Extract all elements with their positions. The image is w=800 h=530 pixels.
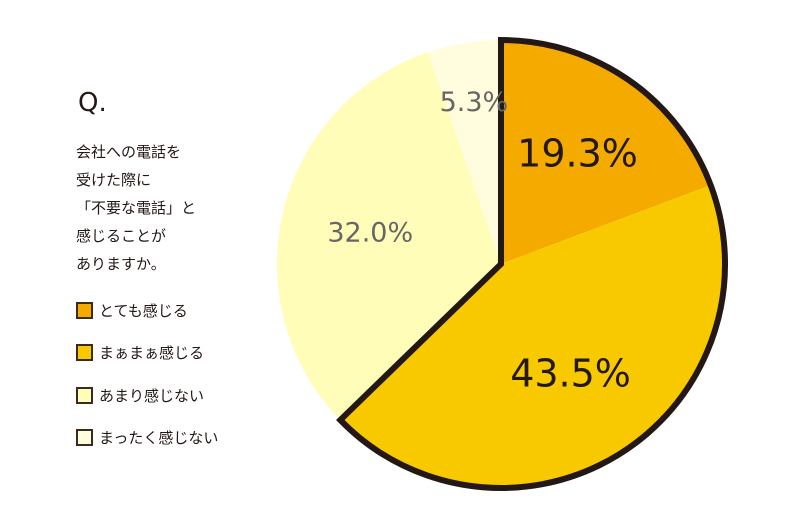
legend-item: まったく感じない [76,428,218,448]
legend-swatch [76,301,93,319]
legend-label: まったく感じない [99,429,219,447]
question-text: 会社への電話を 受けた際に 「不要な電話」と 感じることが ありますか。 [76,138,196,278]
pie-slice [501,40,711,264]
data-label: 32.0% [327,217,413,248]
question-line: ありますか。 [76,255,166,273]
legend-item: とても感じる [76,300,218,320]
legend-label: とても感じる [99,301,188,320]
pie-slice [340,185,726,489]
pie-slice [277,52,501,421]
data-label: 19.3% [517,132,638,176]
legend-label: あまり感じない [99,386,205,405]
data-label: 43.5% [510,352,631,396]
legend: とても感じる まぁまぁ感じる あまり感じない まったく感じない [76,300,218,470]
pie-slice [427,40,501,264]
data-label: 5.3% [440,87,509,118]
legend-item: あまり感じない [76,385,218,405]
question-line: 「不要な電話」と [76,199,197,217]
question-line: 会社への電話を [76,143,182,161]
legend-swatch [76,429,93,446]
legend-item: まぁまぁ感じる [76,343,218,363]
question-line: 受けた際に [76,171,152,189]
legend-label: まぁまぁ感じる [99,344,205,362]
legend-swatch [76,344,93,361]
highlight-outline [336,36,728,491]
question-line: 感じることが [76,227,167,245]
legend-swatch [76,386,93,404]
question-prefix: Q. [78,88,107,118]
